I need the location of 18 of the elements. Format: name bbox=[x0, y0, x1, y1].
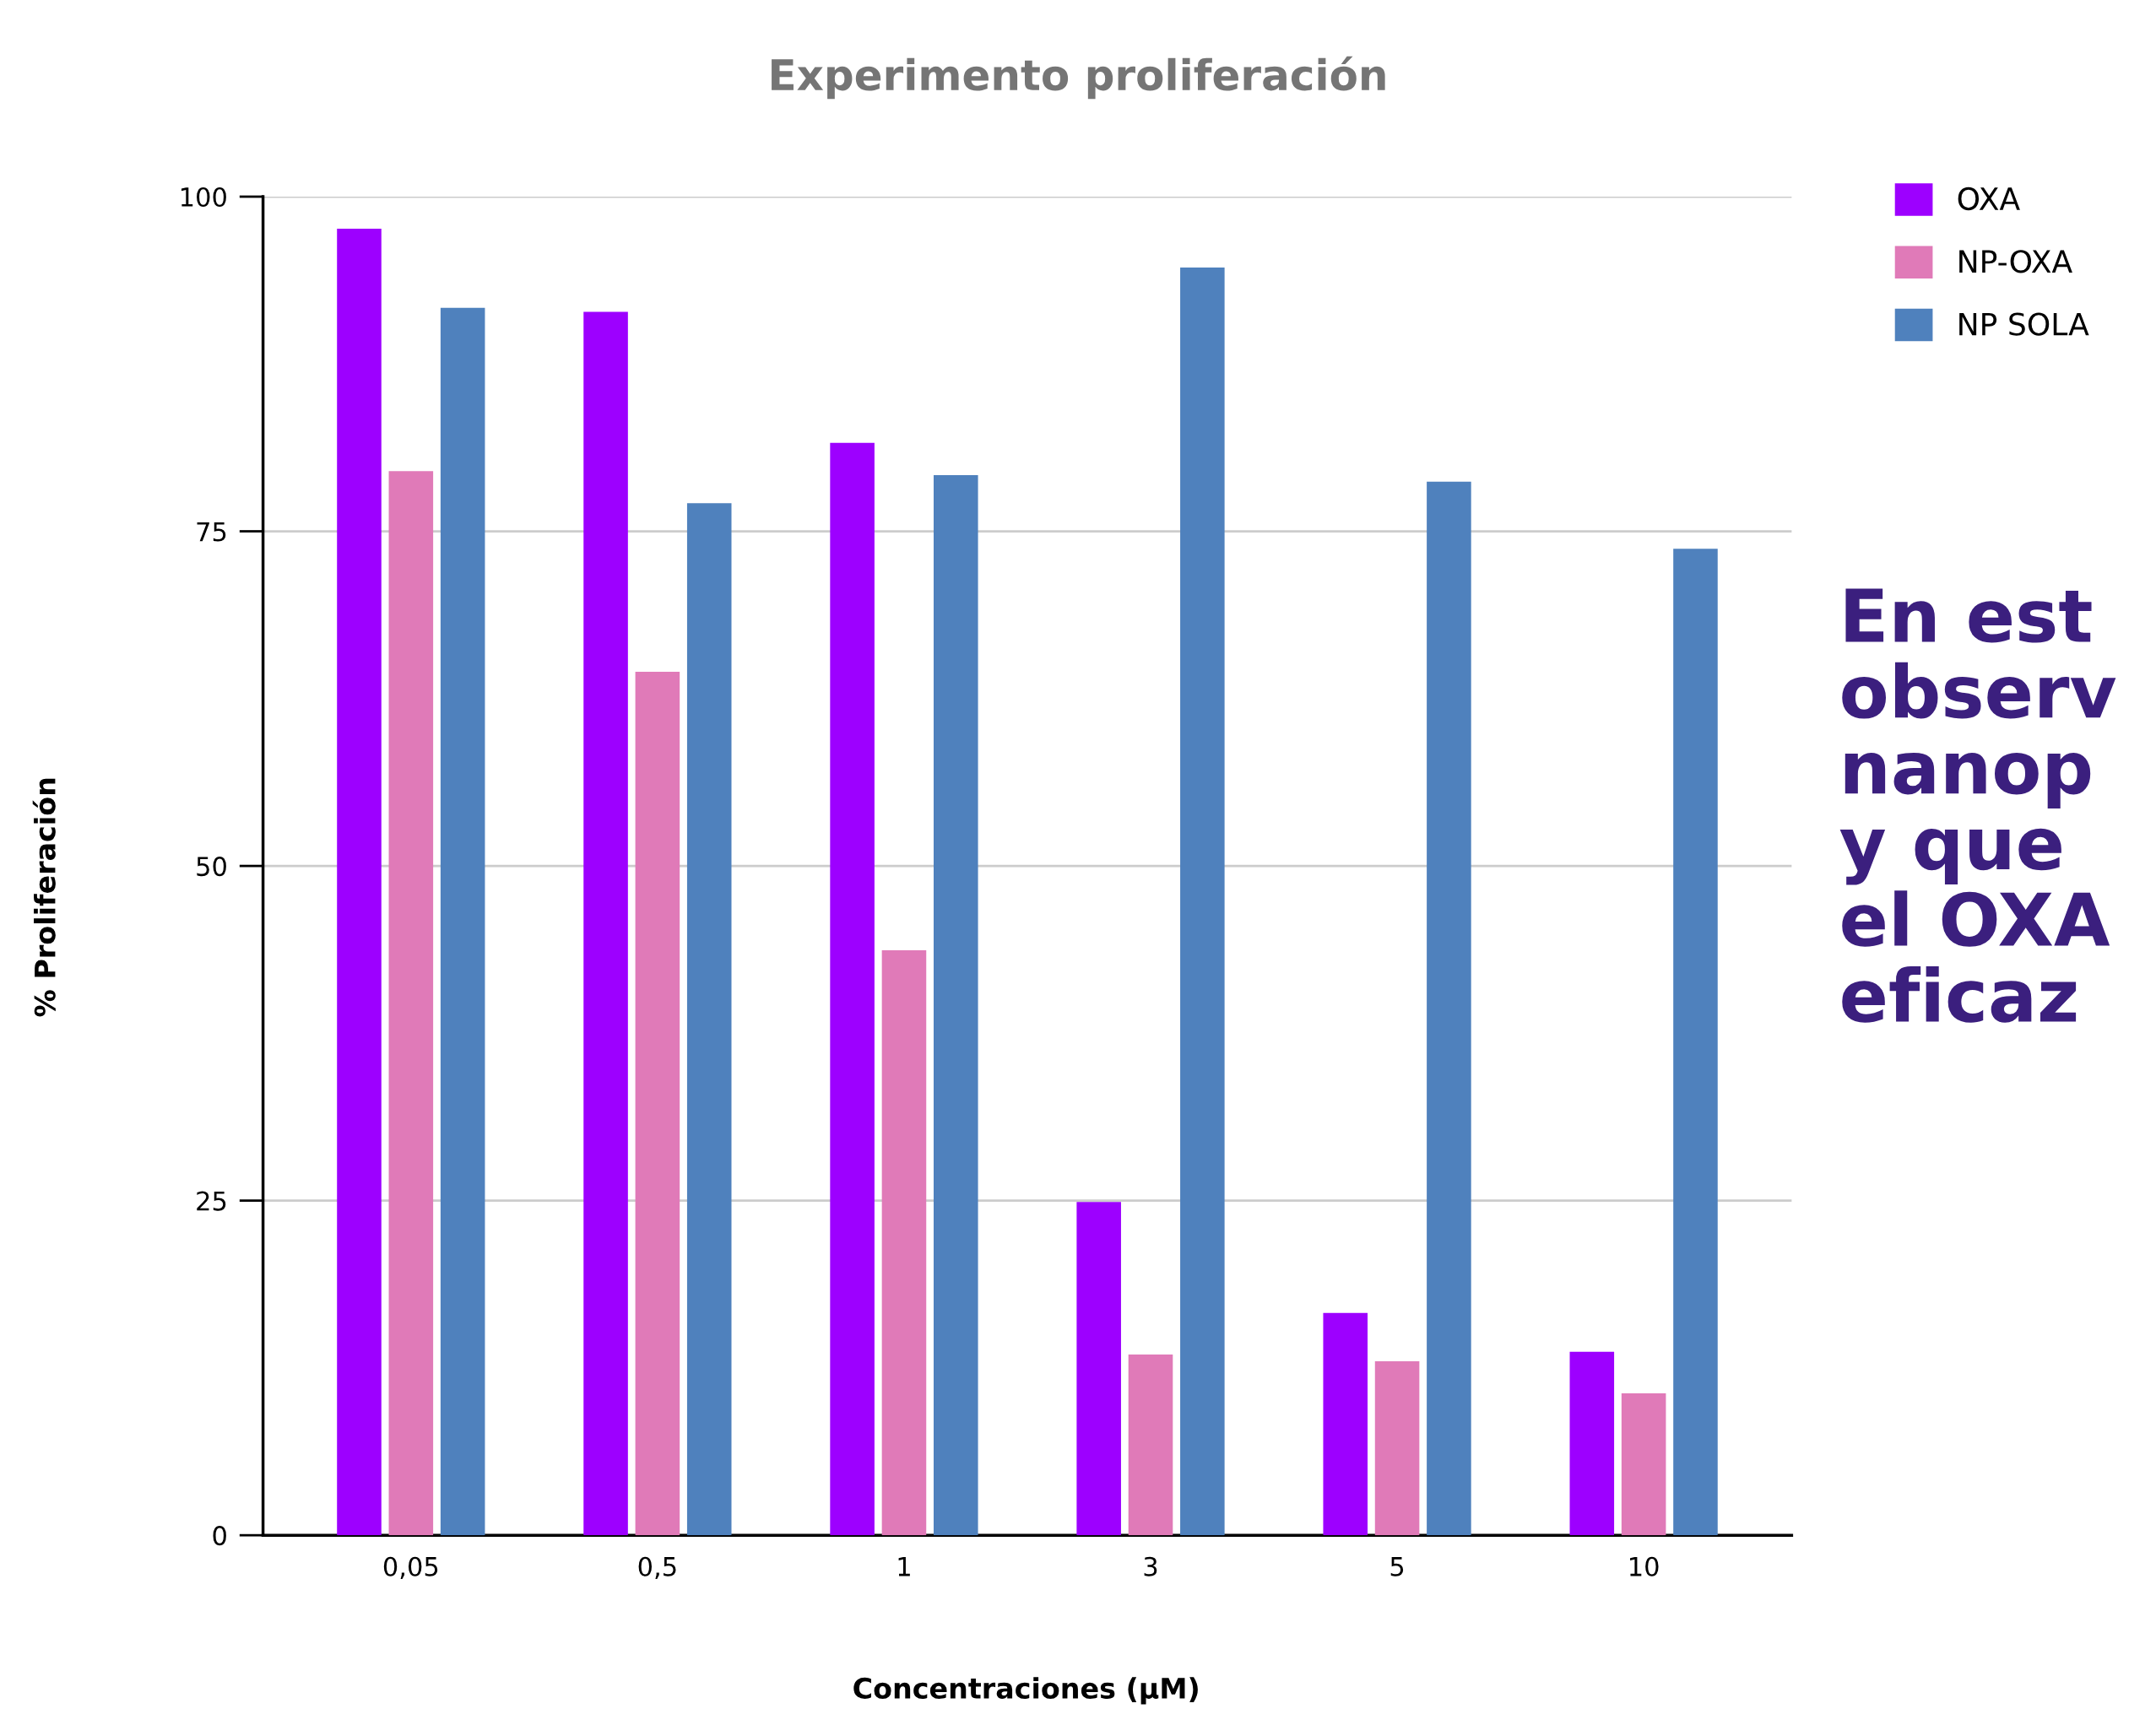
x-tick-label: 0,05 bbox=[383, 1556, 438, 1579]
legend-label: NP-OXA bbox=[1959, 250, 2072, 273]
legend-label: OXA bbox=[1958, 187, 2020, 211]
y-tick-label: 50 bbox=[197, 857, 226, 877]
y-tick-label: 0 bbox=[213, 1526, 226, 1546]
x-tick-label: 10 bbox=[1630, 1556, 1659, 1576]
y-axis-title: % Proliferación bbox=[32, 778, 56, 1017]
legend-label: NP SOLA bbox=[1959, 312, 2089, 336]
y-tick-label: 25 bbox=[197, 1191, 226, 1211]
chart-title: Experimento proliferación bbox=[772, 56, 1385, 100]
y-tick-label: 100 bbox=[181, 187, 226, 208]
x-axis-title: Concentraciones (µM) bbox=[853, 1677, 1198, 1705]
x-tick-label: 0,5 bbox=[638, 1556, 676, 1579]
x-tick-label: 3 bbox=[1144, 1556, 1157, 1576]
x-tick-label: 1 bbox=[898, 1557, 910, 1576]
x-tick-label: 5 bbox=[1390, 1557, 1404, 1576]
text: En est observ nanop y que el OXA eficaz bbox=[1839, 588, 2116, 1023]
y-tick-label: 75 bbox=[197, 522, 226, 542]
